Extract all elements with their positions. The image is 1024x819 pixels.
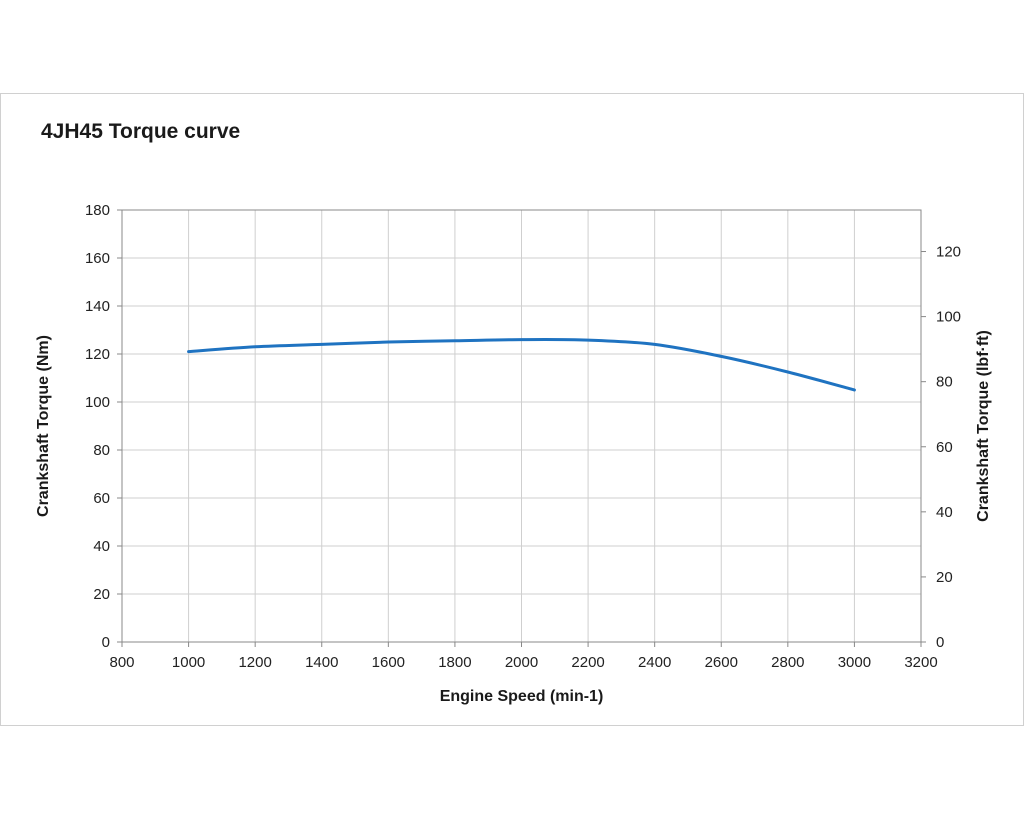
x-tick-label: 2200 [571, 654, 604, 671]
y2-tick-label: 120 [936, 244, 961, 261]
y-tick-label: 80 [93, 442, 110, 459]
y-tick-label: 20 [93, 586, 110, 603]
x-axis-title: Engine Speed (min-1) [440, 688, 604, 705]
y-tick-label: 0 [102, 634, 110, 651]
y2-axis-title: Crankshaft Torque (lbf·ft) [975, 330, 992, 522]
y-tick-label: 60 [93, 490, 110, 507]
y2-tick-label: 60 [936, 439, 953, 456]
y2-tick-label: 100 [936, 309, 961, 326]
x-tick-label: 3200 [904, 654, 937, 671]
y-tick-label: 180 [85, 202, 110, 219]
torque-series-line [187, 337, 856, 392]
x-tick-label: 1400 [305, 654, 338, 671]
x-tick-label: 1000 [172, 654, 205, 671]
y-tick-label: 120 [85, 346, 110, 363]
y2-tick-label: 80 [936, 374, 953, 391]
y2-tick-label: 0 [936, 634, 944, 651]
chart-title: 4JH45 Torque curve [41, 120, 241, 143]
y-tick-label: 40 [93, 538, 110, 555]
y-tick-label: 140 [85, 298, 110, 315]
x-tick-label: 2800 [771, 654, 804, 671]
x-tick-label: 2600 [705, 654, 738, 671]
y2-tick-label: 40 [936, 504, 953, 521]
x-tick-label: 1600 [372, 654, 405, 671]
chart-panel [0, 93, 1024, 726]
x-tick-label: 3000 [838, 654, 871, 671]
x-tick-label: 2000 [505, 654, 538, 671]
y-axis-title: Crankshaft Torque (Nm) [35, 335, 52, 517]
x-tick-label: 2400 [638, 654, 671, 671]
x-tick-label: 800 [109, 654, 134, 671]
x-tick-label: 1200 [238, 654, 271, 671]
y-tick-label: 100 [85, 394, 110, 411]
y-tick-label: 160 [85, 250, 110, 267]
y2-tick-label: 20 [936, 569, 953, 586]
x-tick-label: 1800 [438, 654, 471, 671]
